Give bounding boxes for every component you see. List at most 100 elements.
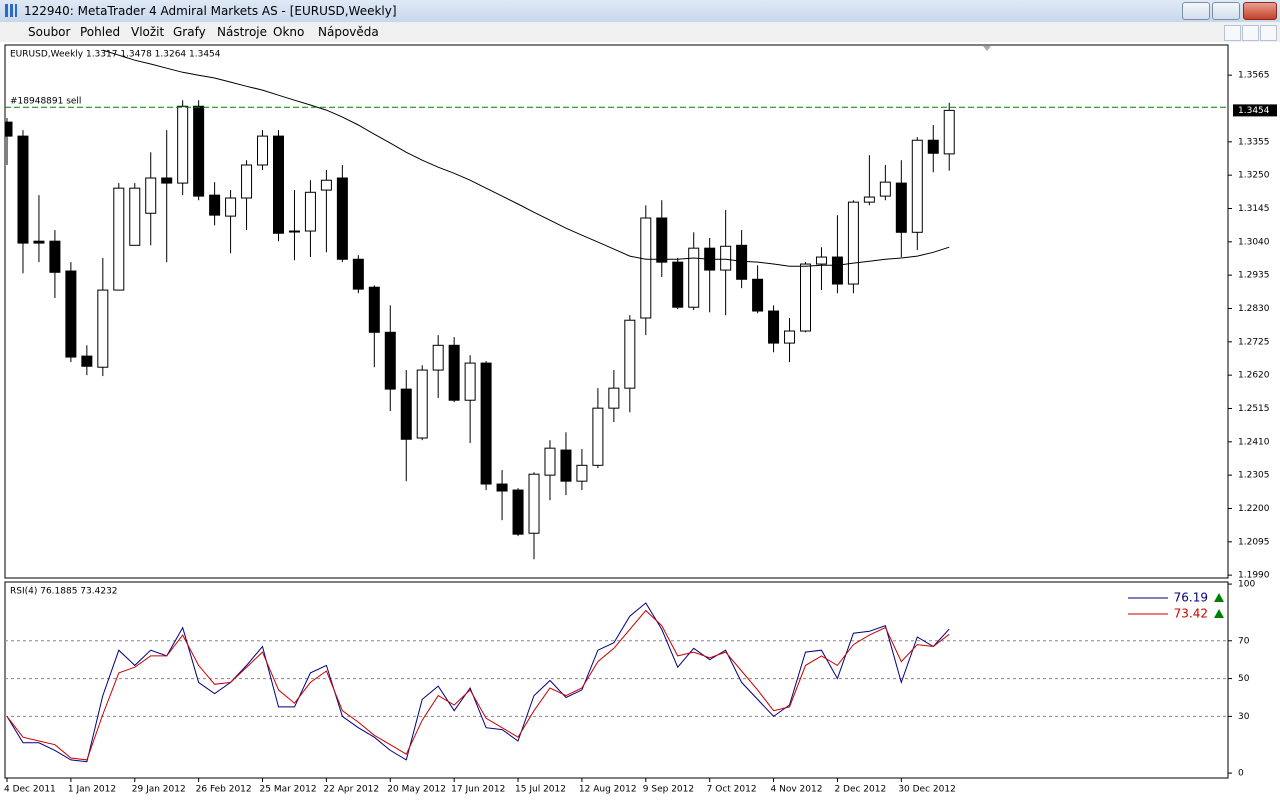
candle-body xyxy=(209,194,221,216)
candle-body xyxy=(129,187,141,246)
candle-body xyxy=(911,139,923,233)
x-tick-label: 7 Oct 2012 xyxy=(707,785,757,795)
rsi-title: RSI(4) 76.1885 73.4232 xyxy=(10,587,118,597)
candle-body xyxy=(895,182,907,233)
menu-bar: Soubor Pohled Vložit Grafy Nástroje Okno… xyxy=(0,22,1280,42)
y-tick-label: 30 xyxy=(1238,712,1250,722)
chart-window: EURUSD,Weekly 1.3317 1.3478 1.3264 1.345… xyxy=(0,42,1280,800)
candle-body xyxy=(352,258,364,290)
candle-body xyxy=(49,240,61,273)
candle-body xyxy=(5,121,13,137)
y-tick-label: 1.2305 xyxy=(1238,471,1270,481)
y-tick-label: 1.3250 xyxy=(1238,171,1270,181)
candle-body xyxy=(448,344,460,401)
x-tick-label: 9 Sep 2012 xyxy=(643,785,694,795)
mdi-close[interactable] xyxy=(1260,25,1277,41)
y-tick-label: 1.2200 xyxy=(1238,504,1270,514)
menu-item[interactable]: Pohled xyxy=(80,25,121,39)
candle-body xyxy=(688,247,700,308)
mdi-restore[interactable] xyxy=(1242,25,1259,41)
candle-body xyxy=(544,447,556,476)
y-tick-label: 1.2830 xyxy=(1238,304,1270,314)
current-price-box xyxy=(1233,104,1277,117)
candle-body xyxy=(304,191,316,232)
y-tick-label: 1.2935 xyxy=(1238,271,1270,281)
maximize-button[interactable] xyxy=(1212,2,1240,20)
candle-body xyxy=(272,135,284,234)
candle-body xyxy=(384,331,396,390)
moving-average xyxy=(102,49,950,267)
current-price-label: 1.3454 xyxy=(1238,106,1270,116)
candle-body xyxy=(416,369,428,439)
candle-body xyxy=(943,109,955,155)
candle-body xyxy=(736,244,748,280)
x-tick-label: 30 Dec 2012 xyxy=(898,785,956,795)
candle-body xyxy=(97,289,109,368)
x-tick-label: 1 Jan 2012 xyxy=(68,785,116,795)
y-tick-label: 100 xyxy=(1238,580,1255,590)
candle-body xyxy=(656,217,668,263)
candle-body xyxy=(81,355,93,367)
candle-body xyxy=(320,179,332,191)
y-tick-label: 1.3145 xyxy=(1238,204,1270,214)
candle-body xyxy=(672,261,684,308)
close-button[interactable] xyxy=(1243,2,1277,20)
legend-label: 76.19 xyxy=(1174,591,1208,605)
x-tick-label: 22 Apr 2012 xyxy=(323,785,379,795)
candle-body xyxy=(784,330,796,344)
candle-body xyxy=(177,105,189,184)
x-tick-label: 29 Jan 2012 xyxy=(132,785,186,795)
app-icon xyxy=(5,4,17,17)
price-panel xyxy=(4,44,1229,579)
menu-item[interactable]: Nápověda xyxy=(318,25,379,39)
rsi-line xyxy=(6,602,950,763)
y-tick-label: 1.3040 xyxy=(1238,237,1270,247)
y-tick-label: 1.2410 xyxy=(1238,437,1270,447)
candle-body xyxy=(592,407,604,466)
candle-body xyxy=(241,164,253,199)
y-tick-label: 1.2620 xyxy=(1238,371,1270,381)
x-tick-label: 4 Dec 2011 xyxy=(4,785,56,795)
minimize-button[interactable] xyxy=(1182,2,1210,20)
candle-body xyxy=(161,177,173,184)
menu-item[interactable]: Nástroje xyxy=(217,25,268,39)
y-tick-label: 1.1990 xyxy=(1238,571,1270,581)
candle-body xyxy=(863,196,875,203)
menu-item[interactable]: Grafy xyxy=(173,25,206,39)
rsi-line xyxy=(6,609,950,761)
candle-body xyxy=(464,362,476,401)
legend-arrow xyxy=(1214,593,1224,602)
order-label: #18948891 sell xyxy=(10,97,81,107)
y-tick-label: 1.3565 xyxy=(1238,71,1270,81)
y-tick-label: 1.3355 xyxy=(1238,137,1270,147)
candle-body xyxy=(193,105,205,197)
candle-body xyxy=(288,230,300,233)
menu-item[interactable]: Vložit xyxy=(131,25,165,39)
x-tick-label: 4 Nov 2012 xyxy=(771,785,823,795)
candle-body xyxy=(432,344,444,371)
legend-arrow xyxy=(1214,609,1224,618)
y-tick-label: 0 xyxy=(1238,769,1244,779)
candle-body xyxy=(640,217,652,319)
rsi-lines xyxy=(6,602,950,763)
candle-body xyxy=(400,388,412,440)
menu-item[interactable]: Okno xyxy=(273,25,305,39)
window-title: 122940: MetaTrader 4 Admiral Markets AS … xyxy=(24,4,397,18)
candle-body xyxy=(560,449,572,482)
x-tick-label: 26 Feb 2012 xyxy=(196,785,252,795)
candle-body xyxy=(847,201,859,285)
candle-body xyxy=(225,197,237,217)
candle-body xyxy=(815,256,827,265)
candle-body xyxy=(720,245,732,271)
mdi-minimize[interactable] xyxy=(1224,25,1241,41)
menu-item[interactable]: Soubor xyxy=(28,25,71,39)
legend-label: 73.42 xyxy=(1174,607,1208,621)
candle-body xyxy=(927,139,939,154)
x-tick-label: 2 Dec 2012 xyxy=(834,785,886,795)
candle-body xyxy=(368,286,380,333)
candle-body xyxy=(336,177,348,260)
candle-body xyxy=(879,181,891,197)
y-tick-label: 50 xyxy=(1238,674,1250,684)
x-tick-label: 12 Aug 2012 xyxy=(579,785,637,795)
